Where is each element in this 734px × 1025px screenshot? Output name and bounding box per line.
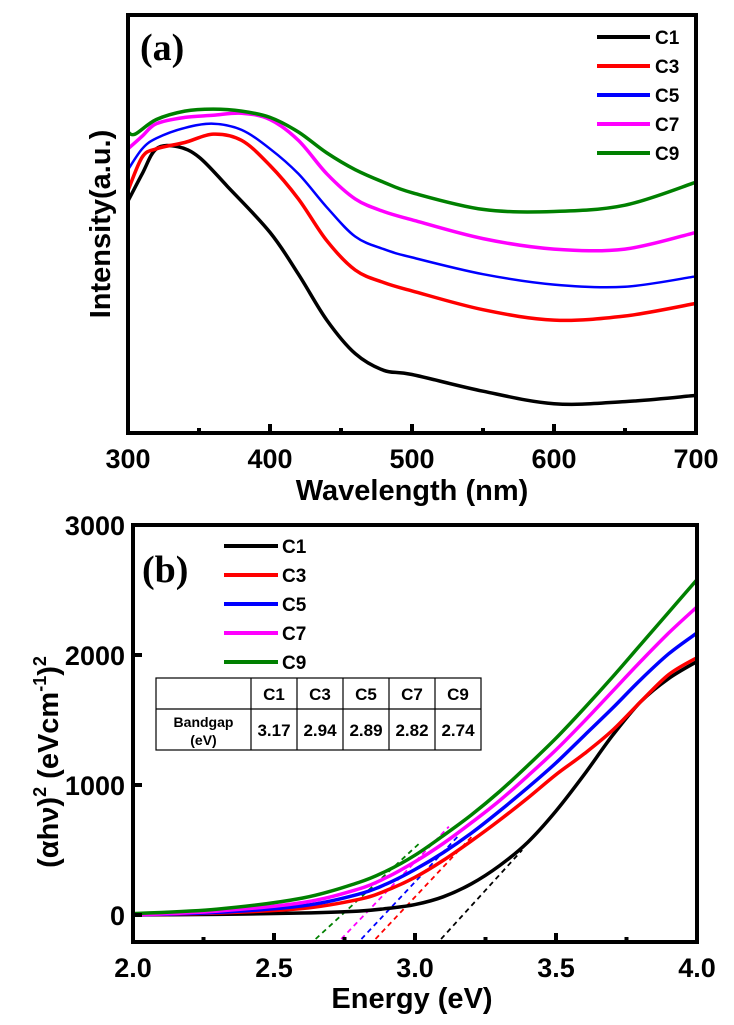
panel-a-legend: C1 C3 C5 C7 C9 (597, 28, 680, 165)
panel-a-series-C3 (126, 132, 697, 323)
panel-b-x-axis-title: Energy (eV) (331, 983, 492, 1015)
y-title-sup1: 2 (30, 787, 50, 797)
bandgap-table-border (155, 677, 482, 751)
panel-b-curves (132, 578, 699, 917)
panel-a-chart: 300 400 500 600 700 (a) Wavelength (nm) Inte… (85, 13, 719, 507)
panel-a-series-C7 (126, 111, 697, 253)
bandgap-table-header-C7: C7 (401, 685, 423, 704)
bandgap-table-value-C5: 2.89 (349, 721, 382, 740)
panel-b-tangent-C1 (440, 849, 523, 940)
panel-a-x-tick-label: 700 (673, 444, 718, 474)
bandgap-table-value-C3: 2.94 (303, 721, 337, 740)
panel-a-legend-label-C3: C3 (655, 57, 679, 78)
panel-a-x-tick-label: 300 (105, 444, 150, 474)
panel-a-x-ticks (197, 424, 627, 433)
panel-a-legend-label-C7: C7 (655, 115, 679, 136)
y-title-close: ) (33, 666, 65, 676)
panel-a-series-C9 (127, 107, 697, 214)
panel-a-y-axis-title: Intensity(a.u.) (85, 130, 117, 319)
bandgap-table-header-C5: C5 (355, 685, 377, 704)
panel-b-x-tick-label: 2.5 (255, 953, 293, 983)
panel-b-legend-label-C7: C7 (282, 624, 306, 645)
panel-b-x-tick-label: 3.5 (537, 953, 575, 983)
panel-b-y-tick-label: 2000 (65, 641, 125, 671)
panel-b-chart: 2.0 2.5 3.0 3.5 4.0 0 1000 2000 3000 (b) Energy … (30, 511, 716, 1015)
y-title-sup2: -1 (30, 676, 50, 692)
panel-b-series-C5 (132, 631, 699, 917)
bandgap-table-row-unit: (eV) (190, 732, 216, 748)
panel-a-legend-label-C9: C9 (655, 144, 679, 165)
panel-b-x-tick-label: 3.0 (396, 953, 434, 983)
panel-b-legend: C1 C3 C5 C7 C9 (224, 537, 307, 674)
panel-b-legend-label-C9: C9 (282, 653, 306, 674)
panel-b-legend-label-C5: C5 (282, 595, 307, 616)
y-title-sup3: 2 (30, 656, 50, 666)
panel-b-tick-labels: 2.0 2.5 3.0 3.5 4.0 0 1000 2000 3000 (65, 511, 716, 983)
panel-b-ticks (133, 653, 629, 942)
panel-a-label: (a) (140, 27, 184, 69)
y-title-main: (αhν) (33, 797, 65, 868)
bandgap-table-header-C3: C3 (309, 685, 331, 704)
panel-a-legend-label-C1: C1 (655, 28, 680, 49)
bandgap-table-value-C1: 3.17 (257, 721, 290, 740)
panel-a-x-tick-labels: 300 400 500 600 700 (105, 444, 718, 474)
panel-b-tangent-C9 (315, 841, 422, 940)
panel-b-legend-label-C1: C1 (282, 537, 307, 558)
panel-a-frame (126, 13, 698, 435)
bandgap-table-header-C9: C9 (447, 685, 469, 704)
panel-b-y-tick-label: 1000 (65, 771, 125, 801)
panel-a-series-C1 (126, 143, 697, 407)
bandgap-table-value-C9: 2.74 (441, 721, 475, 740)
panel-b-y-tick-label: 3000 (65, 511, 125, 541)
panel-b-label: (b) (142, 549, 188, 591)
bandgap-table-header-C1: C1 (263, 685, 285, 704)
panel-b-y-tick-label: 0 (110, 901, 125, 931)
panel-b-tangent-lines (315, 825, 523, 940)
y-title-units: (eVcm (33, 692, 65, 787)
panel-a-x-axis-title: Wavelength (nm) (296, 475, 529, 507)
panel-a-legend-label-C5: C5 (655, 86, 680, 107)
panel-b-x-tick-label: 4.0 (678, 953, 716, 983)
panel-b-series-C9 (132, 578, 699, 916)
panel-b-y-axis-title: (αhν)2 (eVcm-1)2 (30, 656, 65, 868)
panel-a-curves (126, 107, 697, 407)
panel-a-x-tick-label: 500 (389, 444, 434, 474)
bandgap-table-value-C7: 2.82 (395, 721, 428, 740)
bandgap-table-row-label: Bandgap (174, 714, 234, 730)
panel-a-x-tick-label: 600 (531, 444, 576, 474)
panel-a-x-tick-label: 400 (247, 444, 292, 474)
panel-a-series-C5 (126, 122, 697, 289)
panel-b-series-C3 (132, 656, 698, 917)
panel-b-series-C7 (132, 605, 699, 917)
bandgap-table: C1 C3 C5 C7 C9 Bandgap (eV) 3.17 2.94 2.89 2.82 2.7… (155, 677, 482, 751)
panel-b-legend-label-C3: C3 (282, 566, 306, 587)
panel-b-x-tick-label: 2.0 (114, 953, 152, 983)
